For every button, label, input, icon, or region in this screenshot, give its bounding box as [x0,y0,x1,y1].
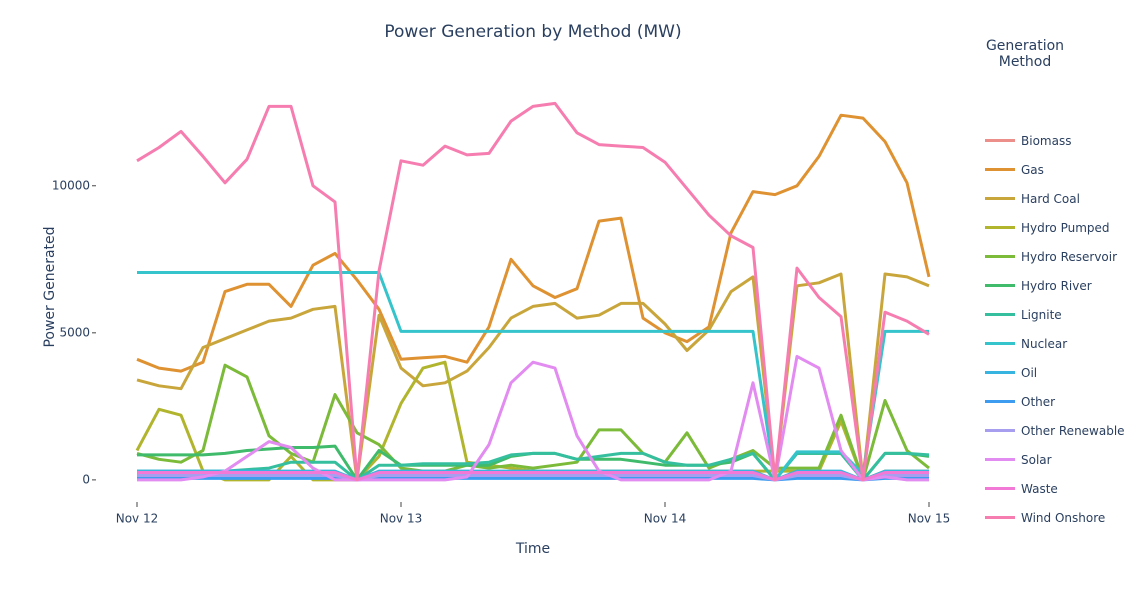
legend-swatch [985,429,1015,432]
legend-label: Hydro Reservoir [1021,249,1118,264]
legend-swatch [985,371,1015,374]
legend-entry[interactable]: Lignite [985,300,1135,329]
series-line [136,363,930,482]
series-line [136,113,931,373]
legend-swatch [985,226,1015,229]
legend-entry[interactable]: Solar [985,445,1135,474]
legend-label: Lignite [1021,307,1062,322]
y-tick-label: 0 [82,472,90,486]
legend-swatch [985,516,1015,519]
legend-label: Solar [1021,452,1052,467]
legend-entry[interactable]: Waste [985,474,1135,503]
legend: Generation Method Biomass Gas Hard Coal Hyd… [985,38,1135,532]
series-line [137,271,929,482]
legend-swatch [985,458,1015,461]
series-line [137,471,929,482]
legend-title: Generation Method [985,38,1065,70]
x-tick-label: Nov 14 [644,512,687,526]
legend-entry[interactable]: Wind Onshore [985,503,1135,532]
legend-entry[interactable]: Other [985,387,1135,416]
series-line [135,360,929,482]
series-line [136,272,930,482]
y-axis-label: Power Generated [42,226,58,347]
legend-label: Gas [1021,162,1044,177]
legend-swatch [985,255,1015,258]
legend-entry[interactable]: Hydro River [985,271,1135,300]
x-tick-label: Nov 12 [116,512,159,526]
series-line [136,101,930,482]
legend-label: Nuclear [1021,336,1068,351]
x-axis-label: Time [515,541,550,557]
legend-label: Other [1021,394,1056,409]
legend-entry[interactable]: Gas [985,155,1135,184]
legend-entries: Biomass Gas Hard Coal Hydro Pumped Hydro Res… [985,126,1135,532]
y-tick-label: 10000 [52,178,90,192]
legend-entry[interactable]: Nuclear [985,329,1135,358]
legend-entry[interactable]: Other Renewable [985,416,1135,445]
legend-swatch [985,487,1015,490]
legend-entry[interactable]: Hydro Reservoir [985,242,1135,271]
series-line [137,354,929,482]
legend-entry[interactable]: Hard Coal [985,184,1135,213]
legend-label: Other Renewable [1021,423,1125,438]
legend-label: Biomass [1021,133,1072,148]
legend-label: Waste [1021,481,1058,496]
legend-swatch [985,400,1015,403]
x-tick-label: Nov 13 [380,512,423,526]
y-tick-label: 5000 [59,325,90,339]
series-line [137,474,929,482]
chart: Power Generation by Method (MW) Time Pow… [42,22,951,557]
legend-entry[interactable]: Hydro Pumped [985,213,1135,242]
legend-label: Hard Coal [1021,191,1080,206]
legend-swatch [985,197,1015,200]
legend-entry[interactable]: Oil [985,358,1135,387]
legend-label: Hydro Pumped [1021,220,1110,235]
legend-label: Hydro River [1021,278,1092,293]
x-tick-label: Nov 15 [908,512,951,526]
legend-swatch [985,313,1015,316]
legend-swatch [985,342,1015,345]
series-line [137,476,929,482]
legend-swatch [985,168,1015,171]
chart-title: Power Generation by Method (MW) [384,22,681,42]
legend-swatch [985,284,1015,287]
legend-entry[interactable]: Biomass [985,126,1135,155]
legend-label: Wind Onshore [1021,510,1106,525]
legend-swatch [985,139,1015,142]
legend-label: Oil [1021,365,1038,380]
